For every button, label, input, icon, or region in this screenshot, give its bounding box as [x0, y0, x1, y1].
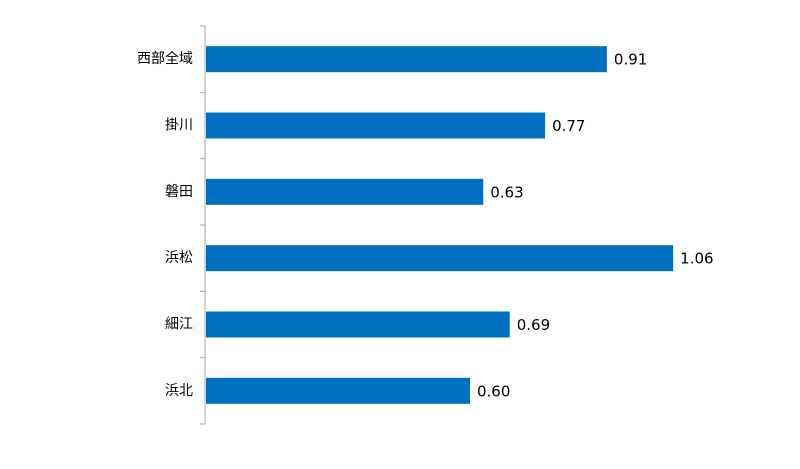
- bar: [206, 112, 546, 139]
- value-label: 0.69: [517, 316, 550, 334]
- bars-group: [206, 46, 674, 404]
- value-label: 0.77: [552, 117, 585, 135]
- category-label: 西部全域: [137, 50, 193, 67]
- category-label: 掛川: [165, 118, 193, 134]
- category-label: 浜北: [165, 383, 193, 399]
- value-label: 1.06: [680, 250, 713, 268]
- bar: [206, 245, 674, 272]
- bar: [206, 46, 607, 73]
- value-label: 0.63: [490, 183, 523, 201]
- bar: [206, 178, 484, 205]
- value-labels: 0.91 0.77 0.63 1.06 0.69 0.60: [477, 51, 714, 401]
- bar: [206, 377, 470, 404]
- category-label: 細江: [165, 317, 193, 333]
- category-label: 浜松: [165, 250, 193, 266]
- value-label: 0.60: [477, 382, 510, 400]
- bar: [206, 311, 510, 338]
- y-axis-ticks: [200, 25, 205, 425]
- value-label: 0.91: [614, 51, 647, 69]
- category-label: 磐田: [165, 184, 193, 200]
